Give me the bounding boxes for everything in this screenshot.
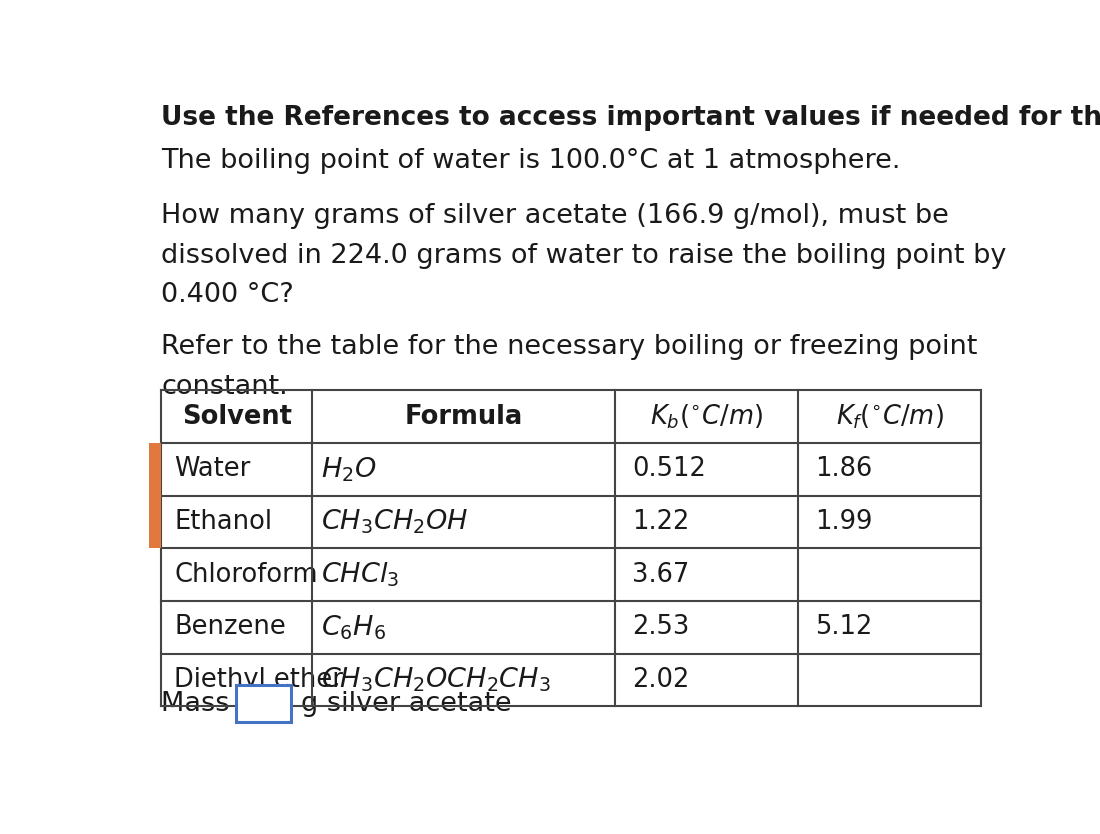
Text: Ethanol: Ethanol xyxy=(174,509,272,535)
Text: Diethyl ether: Diethyl ether xyxy=(174,667,343,693)
Text: Refer to the table for the necessary boiling or freezing point: Refer to the table for the necessary boi… xyxy=(162,334,978,360)
Text: $K_b(^{\circ}C/m)$: $K_b(^{\circ}C/m)$ xyxy=(650,403,763,431)
Text: Solvent: Solvent xyxy=(182,404,292,430)
Text: How many grams of silver acetate (166.9 g/mol), must be: How many grams of silver acetate (166.9 … xyxy=(162,203,949,229)
Text: $CH_3CH_2OCH_2CH_3$: $CH_3CH_2OCH_2CH_3$ xyxy=(321,666,550,694)
Text: constant.: constant. xyxy=(162,374,288,400)
Bar xyxy=(148,495,162,548)
Text: 0.400 °C?: 0.400 °C? xyxy=(162,283,294,309)
Bar xyxy=(148,443,162,495)
Text: 2.53: 2.53 xyxy=(631,615,690,641)
Text: Use the References to access important values if needed for this question.: Use the References to access important v… xyxy=(162,104,1100,131)
Text: 5.12: 5.12 xyxy=(815,615,872,641)
Text: 1.86: 1.86 xyxy=(815,456,872,482)
Text: Formula: Formula xyxy=(405,404,522,430)
Text: 1.99: 1.99 xyxy=(815,509,872,535)
Text: Benzene: Benzene xyxy=(174,615,286,641)
Text: Water: Water xyxy=(174,456,251,482)
Text: $H_2O$: $H_2O$ xyxy=(321,455,376,484)
FancyBboxPatch shape xyxy=(235,685,290,722)
Text: Mass =: Mass = xyxy=(162,691,261,716)
Text: $CHCl_3$: $CHCl_3$ xyxy=(321,560,399,589)
Text: $CH_3CH_2OH$: $CH_3CH_2OH$ xyxy=(321,508,469,536)
Text: $C_6H_6$: $C_6H_6$ xyxy=(321,613,386,641)
Text: g silver acetate: g silver acetate xyxy=(301,691,512,716)
Text: Chloroform: Chloroform xyxy=(174,561,318,588)
Text: The boiling point of water is 100.0°C at 1 atmosphere.: The boiling point of water is 100.0°C at… xyxy=(162,148,901,174)
Text: 0.512: 0.512 xyxy=(631,456,706,482)
Text: 2.02: 2.02 xyxy=(631,667,690,693)
Text: 3.67: 3.67 xyxy=(631,561,690,588)
Text: 1.22: 1.22 xyxy=(631,509,690,535)
Text: $K_f(^{\circ}C/m)$: $K_f(^{\circ}C/m)$ xyxy=(836,403,944,431)
Text: dissolved in 224.0 grams of water to raise the boiling point by: dissolved in 224.0 grams of water to rai… xyxy=(162,243,1006,269)
